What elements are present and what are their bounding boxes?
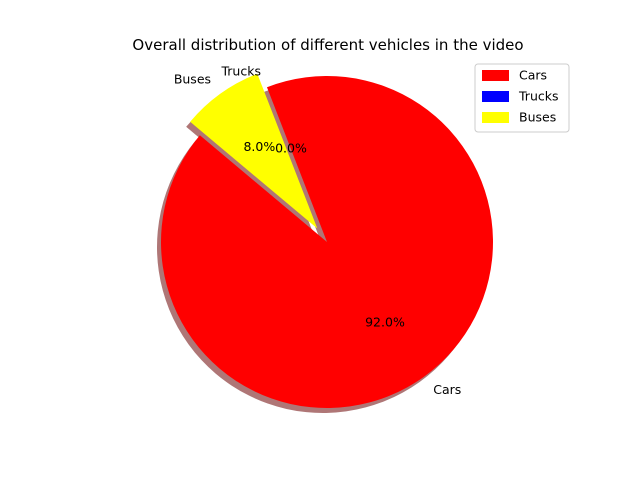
slice-buses [190, 73, 318, 229]
chart-title: Overall distribution of different vehicl… [132, 36, 523, 54]
legend-swatch-cars [482, 70, 509, 81]
legend-label-buses: Buses [519, 110, 556, 125]
slice-label-trucks: Trucks [220, 63, 260, 78]
slice-label-buses: Buses [174, 72, 211, 87]
legend-swatch-buses [482, 112, 509, 123]
slice-cars [160, 76, 493, 408]
slice-percent-buses: 8.0% [243, 139, 275, 154]
legend: Cars Trucks Buses [474, 63, 570, 133]
slice-percent-trucks: 0.0% [275, 141, 307, 156]
legend-swatch-trucks [482, 91, 509, 102]
legend-label-trucks: Trucks [518, 89, 558, 104]
slice-label-cars: Cars [433, 382, 461, 397]
slice-labels: Cars 92.0% Trucks 0.0% Buses 8.0% [174, 63, 462, 397]
legend-label-cars: Cars [519, 68, 547, 83]
slice-percent-cars: 92.0% [365, 314, 405, 329]
pie-slices [160, 73, 493, 408]
